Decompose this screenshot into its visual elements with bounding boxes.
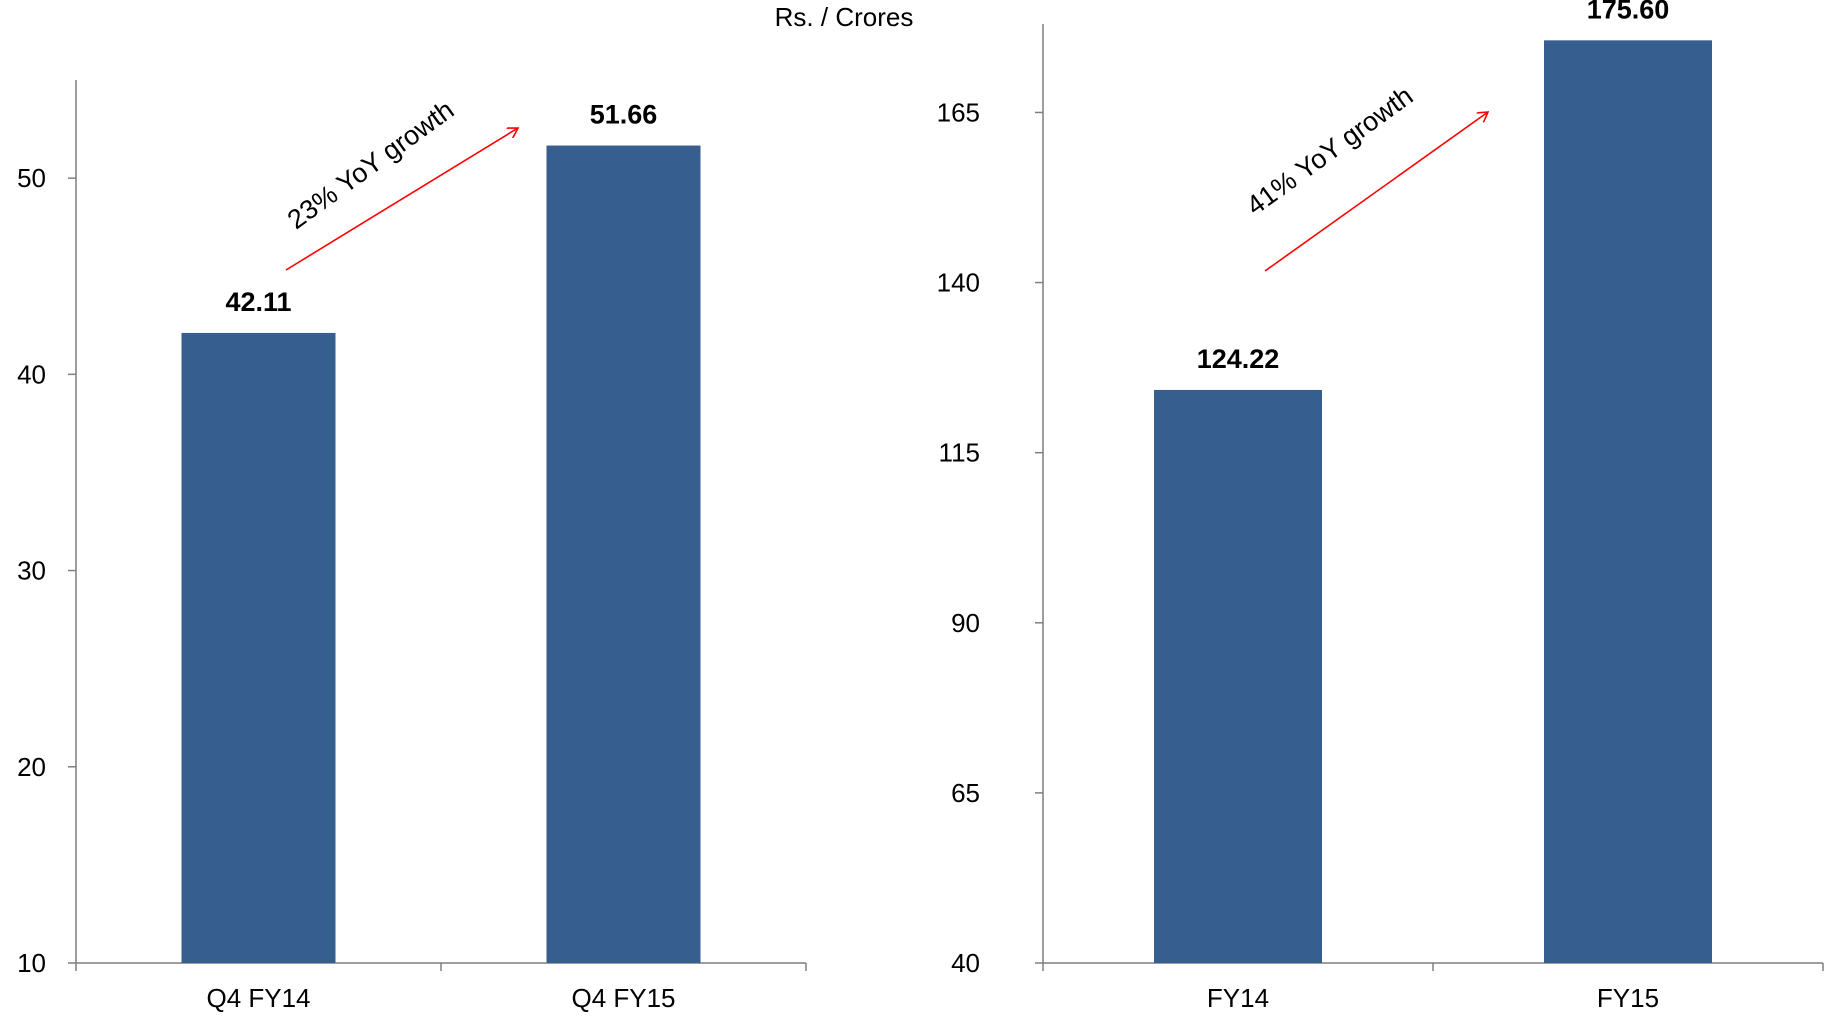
y-tick-label: 65	[951, 778, 980, 808]
category-label: Q4 FY15	[571, 983, 675, 1013]
growth-arrow	[285, 128, 518, 271]
y-tick-label: 40	[951, 948, 980, 978]
chart-right: 40 65 90 115 140 165 124.22 FY14 175.60 FY15 41% Y…	[937, 0, 1824, 1013]
unit-label: Rs. / Crores	[774, 2, 914, 32]
bar	[181, 332, 336, 964]
data-label: 42.11	[225, 287, 291, 317]
y-tick-label: 90	[951, 608, 980, 638]
growth-arrow	[1264, 112, 1488, 272]
category-label: Q4 FY14	[206, 983, 310, 1013]
data-label: 51.66	[590, 100, 658, 130]
chart-left: 10 20 30 40 50 42.11 Q4 FY14 51.66 Q4 FY15 23% Yo…	[17, 80, 807, 1013]
category-label: FY15	[1597, 983, 1659, 1013]
bar	[546, 145, 701, 964]
data-label: 124.22	[1197, 344, 1280, 374]
y-tick-label: 140	[937, 268, 980, 298]
y-tick-label: 115	[939, 438, 980, 468]
bar	[1544, 40, 1712, 963]
growth-annotation: 23% YoY growth	[282, 94, 460, 234]
y-tick-label: 165	[937, 97, 980, 127]
category-label: FY14	[1207, 983, 1269, 1013]
y-tick-label: 10	[17, 948, 46, 978]
y-tick-label: 30	[17, 556, 46, 586]
y-tick-label: 20	[17, 752, 46, 782]
y-tick-label: 50	[17, 163, 46, 193]
y-tick-label: 40	[17, 359, 46, 389]
data-label: 175.60	[1587, 0, 1670, 24]
growth-annotation: 41% YoY growth	[1241, 80, 1419, 220]
bar	[1154, 389, 1322, 963]
